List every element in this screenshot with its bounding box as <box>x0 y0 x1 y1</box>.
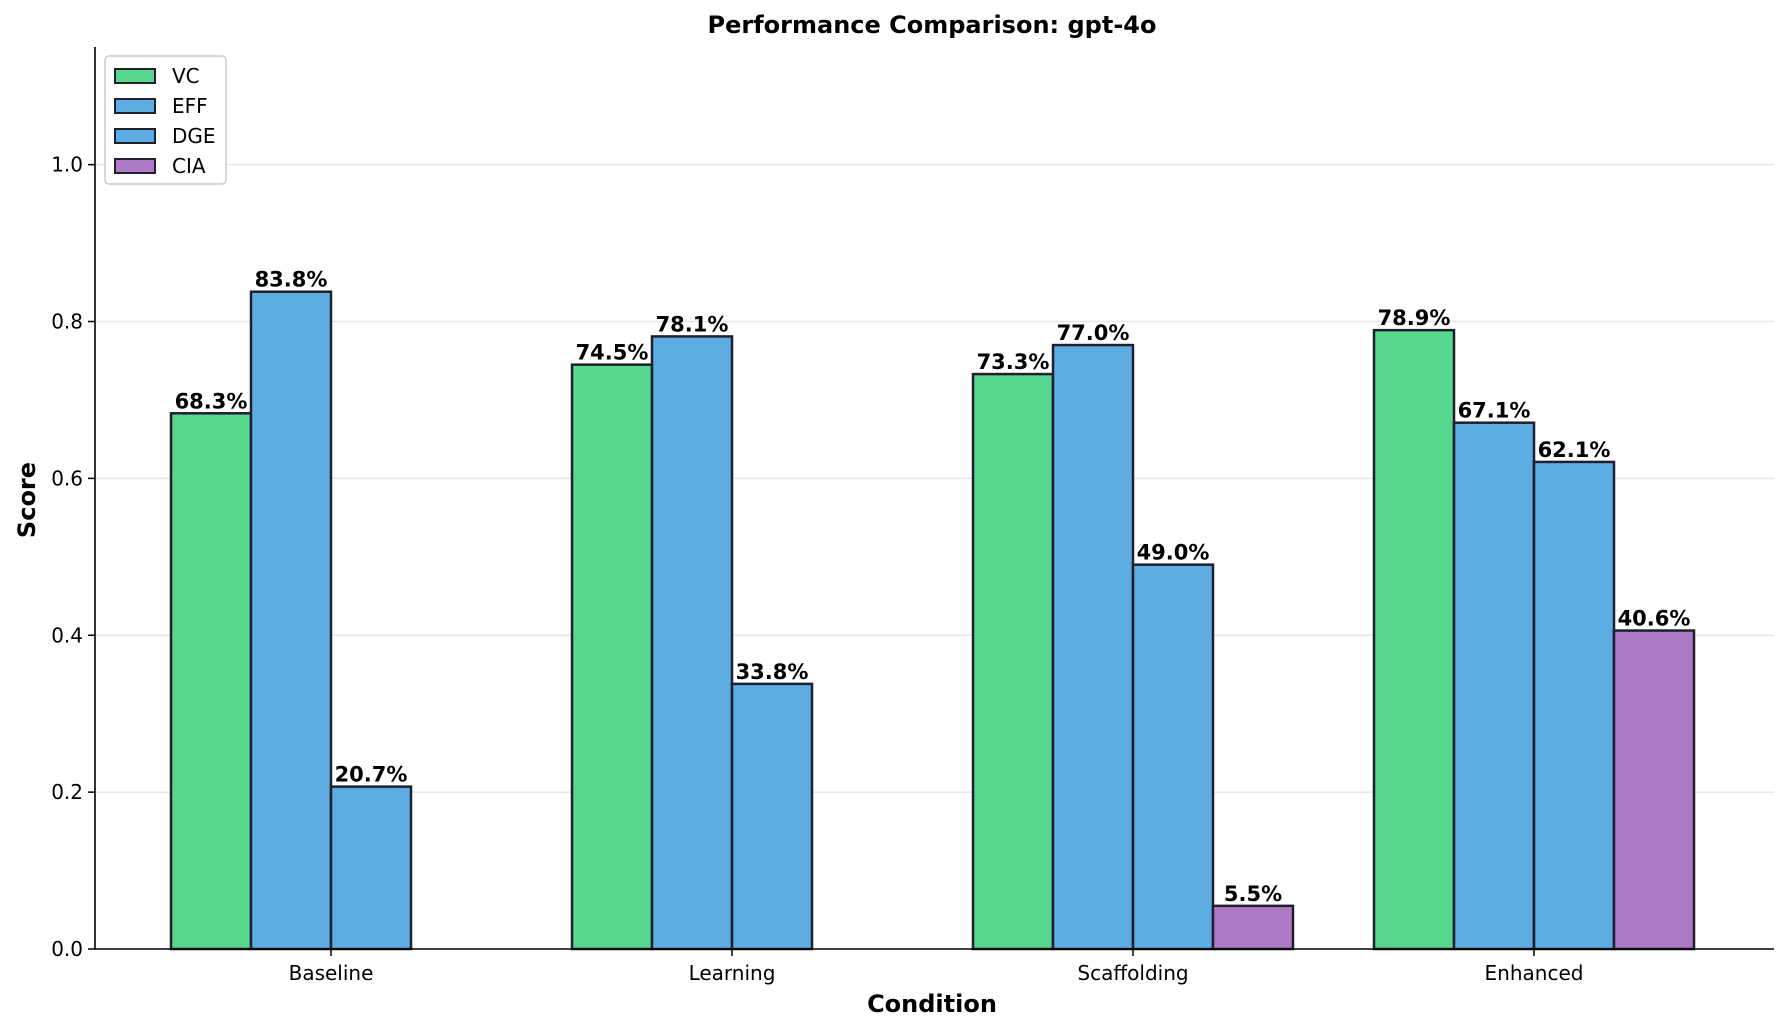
bar-dge-baseline <box>329 785 413 951</box>
legend-box <box>104 55 227 185</box>
data-label: 20.7% <box>335 763 408 787</box>
data-label: 78.9% <box>1378 306 1451 330</box>
data-label: 62.1% <box>1538 438 1611 462</box>
x-tick-label: Baseline <box>289 961 374 985</box>
y-tick-label: 0.2 <box>51 780 83 804</box>
bar-cia-enhanced <box>1612 629 1696 951</box>
bar-eff-enhanced <box>1452 421 1536 951</box>
chart-title: Performance Comparison: gpt-4o <box>708 11 1157 39</box>
y-tick-label: 0.6 <box>51 466 83 490</box>
y-axis-title: Score <box>13 462 41 538</box>
data-label: 83.8% <box>255 268 328 292</box>
bar-eff-scaffolding <box>1051 343 1135 951</box>
bar-eff-baseline <box>249 290 333 951</box>
legend: VC EFF DGE CIA <box>104 55 227 185</box>
data-label: 73.3% <box>977 350 1050 374</box>
data-label: 33.8% <box>736 660 809 684</box>
axes-group <box>94 47 1774 950</box>
y-ticks-group: 0.0 0.2 0.4 0.6 0.8 1.0 <box>51 153 95 961</box>
bar-labels-group: 68.3% 83.8% 20.7% 74.5% 78.1% 33.8% 73.3% 77.0%… <box>175 268 1691 906</box>
bar-vc-scaffolding <box>971 372 1055 951</box>
data-label: 67.1% <box>1458 399 1531 423</box>
legend-label: DGE <box>172 124 216 148</box>
bar-dge-learning <box>730 682 814 951</box>
x-tick-label: Scaffolding <box>1077 961 1188 985</box>
data-label: 5.5% <box>1224 882 1282 906</box>
legend-label: VC <box>172 64 200 88</box>
x-ticks-group: Baseline Learning Scaffolding Enhanced <box>289 949 1584 985</box>
y-tick-label: 0.8 <box>51 310 83 334</box>
legend-label: EFF <box>172 94 208 118</box>
data-label: 74.5% <box>576 341 649 365</box>
bar-dge-enhanced <box>1532 460 1616 951</box>
bar-cia-scaffolding <box>1211 904 1295 951</box>
x-tick-label: Learning <box>689 961 776 985</box>
bar-vc-learning <box>570 363 654 951</box>
data-label: 77.0% <box>1057 321 1130 345</box>
bar-vc-baseline <box>169 412 253 951</box>
bar-dge-scaffolding <box>1131 563 1215 951</box>
y-tick-label: 1.0 <box>51 153 83 177</box>
bars-group <box>169 290 1696 951</box>
data-label: 40.6% <box>1618 607 1691 631</box>
x-axis-title: Condition <box>867 990 997 1018</box>
legend-label: CIA <box>172 154 206 178</box>
x-tick-label: Enhanced <box>1485 961 1584 985</box>
data-label: 49.0% <box>1137 541 1210 565</box>
legend-swatch <box>114 98 156 114</box>
data-label: 78.1% <box>656 312 729 336</box>
y-tick-label: 0.4 <box>51 623 83 647</box>
legend-swatch <box>114 68 156 84</box>
y-tick-label: 0.0 <box>51 937 83 961</box>
data-label: 68.3% <box>175 389 248 413</box>
legend-swatch <box>114 158 156 174</box>
bar-vc-enhanced <box>1372 328 1456 951</box>
bar-eff-learning <box>650 335 734 951</box>
legend-swatch <box>114 128 156 144</box>
